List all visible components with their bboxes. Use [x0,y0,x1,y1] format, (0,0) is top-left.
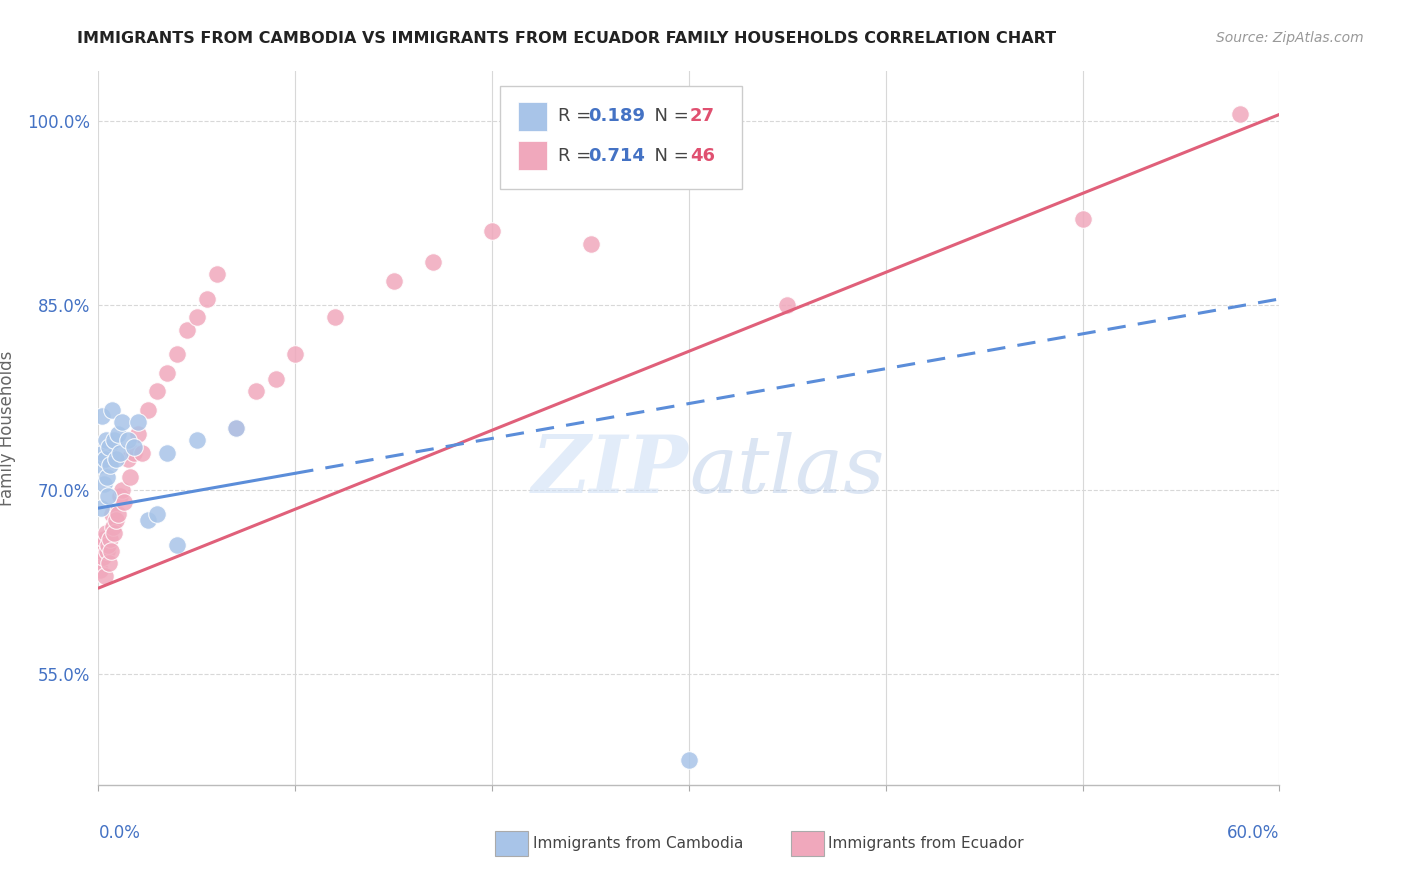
FancyBboxPatch shape [517,141,547,169]
Point [264,372,287,386]
Point [98,532,121,546]
Point [323,310,346,325]
Point [1229,107,1251,121]
Point [93,446,115,460]
Point [96,434,118,448]
FancyBboxPatch shape [495,831,529,855]
Point [89,563,111,577]
Point [96,470,118,484]
Point [97,538,120,552]
Point [89,458,111,472]
Point [422,255,444,269]
Point [90,544,112,558]
Text: Immigrants from Ecuador: Immigrants from Ecuador [828,836,1024,851]
Point [96,544,118,558]
Point [118,470,141,484]
Text: 46: 46 [690,146,716,164]
Point [127,427,149,442]
Point [98,440,121,454]
FancyBboxPatch shape [501,86,742,189]
Point [111,415,134,429]
Point [146,384,169,399]
Point [101,402,124,417]
Point [93,550,115,565]
Point [91,538,114,552]
Text: Source: ZipAtlas.com: Source: ZipAtlas.com [1216,31,1364,45]
Point [97,489,120,503]
Point [98,458,121,472]
Text: 0.0%: 0.0% [98,824,141,842]
Point [284,347,307,361]
Point [117,451,139,466]
Text: Immigrants from Cambodia: Immigrants from Cambodia [533,836,744,851]
Point [107,508,129,522]
Point [481,224,503,238]
Text: N =: N = [643,107,695,125]
Text: 0.189: 0.189 [589,107,645,125]
Point [131,446,153,460]
Point [136,513,159,527]
Text: 60.0%: 60.0% [1227,824,1279,842]
Point [112,495,135,509]
Point [122,440,145,454]
Point [98,557,121,571]
Text: N =: N = [643,146,695,164]
Point [101,508,124,522]
Point [195,292,218,306]
Point [136,402,159,417]
Point [176,323,198,337]
Point [225,421,247,435]
FancyBboxPatch shape [517,102,547,130]
Point [91,409,114,423]
Text: R =: R = [558,146,596,164]
Point [105,451,128,466]
Text: 0.714: 0.714 [589,146,645,164]
Point [579,236,602,251]
FancyBboxPatch shape [790,831,824,855]
Point [94,569,117,583]
Text: 27: 27 [690,107,716,125]
Point [186,310,208,325]
Y-axis label: Family Households: Family Households [0,351,15,506]
Point [382,273,405,287]
Point [107,427,129,442]
Point [96,525,118,540]
Point [166,538,188,552]
Point [166,347,188,361]
Point [94,451,117,466]
Text: IMMIGRANTS FROM CAMBODIA VS IMMIGRANTS FROM ECUADOR FAMILY HOUSEHOLDS CORRELATIO: IMMIGRANTS FROM CAMBODIA VS IMMIGRANTS F… [77,31,1056,46]
Point [90,501,112,516]
Point [103,519,125,533]
Point [100,544,122,558]
Point [127,415,149,429]
Point [205,268,228,282]
Point [678,753,700,767]
Text: atlas: atlas [689,433,884,509]
Point [93,532,115,546]
Point [105,513,128,527]
Text: R =: R = [558,107,596,125]
Point [776,298,799,312]
Point [225,421,247,435]
Text: ZIP: ZIP [531,433,689,509]
Point [146,508,169,522]
Point [103,434,125,448]
Point [89,557,111,571]
Point [93,476,115,491]
Point [122,446,145,460]
Point [111,483,134,497]
Point [108,446,131,460]
Point [156,446,179,460]
Point [156,366,179,380]
Point [1071,212,1094,227]
Point [245,384,267,399]
Point [186,434,208,448]
Point [108,489,131,503]
Point [103,525,125,540]
Point [117,434,139,448]
